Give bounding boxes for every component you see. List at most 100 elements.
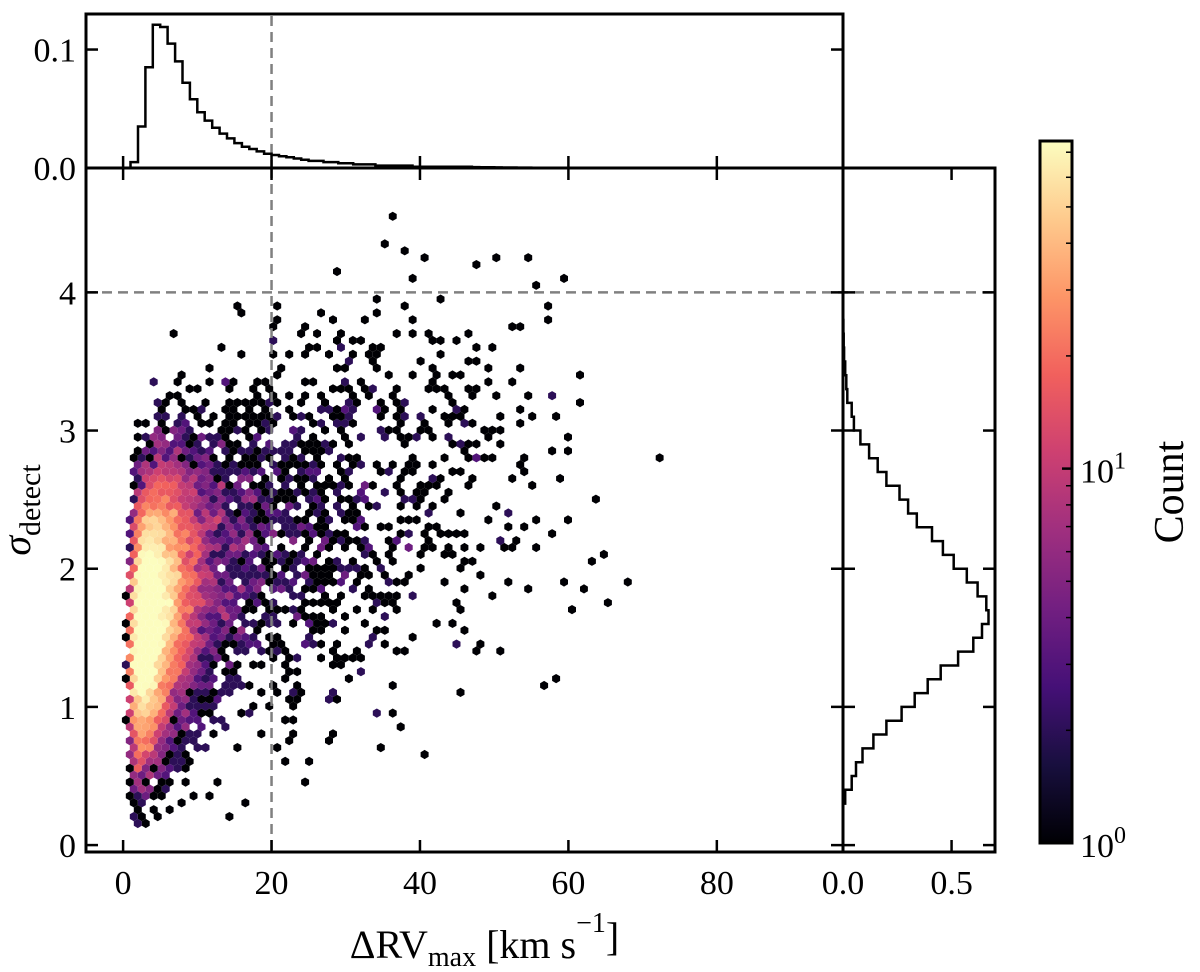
hexbin-cell bbox=[309, 501, 318, 511]
hexbin-cell bbox=[360, 480, 369, 490]
hexbin-cell bbox=[169, 729, 178, 739]
hexbin-cell bbox=[157, 777, 166, 787]
hexbin-cell bbox=[261, 501, 270, 511]
hexbin-cell bbox=[173, 625, 182, 635]
hexbin-cell bbox=[261, 446, 270, 456]
hexbin-cell bbox=[153, 756, 162, 766]
hexbin-cell bbox=[193, 646, 202, 656]
hexbin-cell bbox=[504, 577, 513, 587]
hexbin-cell bbox=[420, 529, 429, 539]
hexbin-cell bbox=[261, 542, 270, 553]
hexbin-cell bbox=[161, 480, 170, 490]
hexbin-cell bbox=[153, 618, 162, 628]
hexbin-cell bbox=[325, 446, 333, 456]
hexbin-cell bbox=[388, 680, 397, 691]
hexbin-cell bbox=[253, 625, 262, 635]
hexbin-cell bbox=[141, 529, 150, 539]
hexbin-cell bbox=[313, 480, 321, 490]
hexbin-cell bbox=[249, 439, 258, 449]
hexbin-cell bbox=[153, 439, 162, 449]
hexbin-cell bbox=[161, 632, 170, 642]
hexbin-cell bbox=[241, 467, 250, 477]
hexbin-cell bbox=[380, 625, 389, 635]
hexbin-cell bbox=[205, 432, 214, 442]
hexbin-cell bbox=[408, 632, 417, 642]
hexbin-cell bbox=[185, 756, 194, 766]
hexbin-cell bbox=[213, 515, 222, 525]
hexbin-cell bbox=[412, 501, 421, 511]
hexbin-cell bbox=[229, 598, 238, 608]
hexbin-cell bbox=[125, 529, 134, 539]
hexbin-cell bbox=[285, 653, 294, 663]
hexbin-cell bbox=[344, 508, 353, 518]
hexbin-cell bbox=[257, 660, 266, 670]
hexbin-cell bbox=[356, 460, 365, 470]
hexbin-cell bbox=[452, 335, 461, 346]
hexbin-cell bbox=[193, 605, 202, 615]
hexbin-cell bbox=[325, 694, 333, 704]
hexbin-cell bbox=[133, 639, 142, 649]
hexbin-cell bbox=[153, 577, 162, 587]
hexbin-cell bbox=[460, 404, 469, 415]
hexbin-cell bbox=[317, 653, 325, 663]
hexbin-cell bbox=[368, 605, 377, 615]
hexbin-cell bbox=[301, 391, 310, 401]
hexbin-cell bbox=[293, 460, 302, 470]
hexbin-cell bbox=[153, 467, 162, 477]
hexbin-cell bbox=[392, 329, 401, 339]
hexbin-cell bbox=[404, 542, 413, 553]
hexbin-cell bbox=[281, 508, 290, 518]
hexbin-cell bbox=[508, 377, 517, 387]
hexbin-cell bbox=[472, 356, 481, 366]
hexbin-cell bbox=[241, 577, 250, 587]
hexbin-cell bbox=[201, 632, 210, 642]
hexbin-cell bbox=[496, 536, 505, 546]
hexbin-cell bbox=[341, 611, 349, 622]
hexbin-cell bbox=[305, 536, 314, 546]
hexbin-cell bbox=[249, 467, 258, 477]
hexbin-cell bbox=[157, 473, 166, 484]
hexbin-cell bbox=[333, 487, 341, 497]
hexbin-cell bbox=[149, 805, 158, 815]
hexbin-cell bbox=[261, 611, 270, 622]
hexbin-cell bbox=[141, 722, 150, 732]
hexbin-cell bbox=[165, 598, 174, 608]
hexbin-cell bbox=[380, 432, 389, 442]
hexbin-cell bbox=[125, 708, 134, 718]
hexbin-cell bbox=[468, 473, 477, 484]
hexbin-cell bbox=[504, 522, 513, 532]
hexbin-cell bbox=[372, 460, 381, 470]
hexbin-cell bbox=[301, 460, 310, 470]
hexbin-cell bbox=[516, 404, 525, 415]
hexbin-cell bbox=[309, 611, 318, 622]
hexbin-cell bbox=[416, 356, 425, 366]
hexbin-cell bbox=[133, 777, 142, 787]
hexbin-cell bbox=[173, 377, 182, 387]
hexbin-cell bbox=[133, 736, 142, 746]
hexbin-cell bbox=[241, 536, 250, 546]
hexbin-cell bbox=[197, 680, 206, 691]
hexbin-cell bbox=[277, 556, 286, 566]
hexbin-cell bbox=[329, 315, 337, 325]
hexbin-cell bbox=[285, 667, 294, 677]
hexbin-cell bbox=[241, 453, 250, 463]
hexbin-cell bbox=[189, 501, 198, 511]
hexbin-cell bbox=[209, 577, 218, 587]
hexbin-cell bbox=[472, 260, 481, 270]
hexbin-cell bbox=[313, 439, 321, 449]
hexbin-cell bbox=[313, 522, 321, 532]
hexbin-cell bbox=[492, 501, 501, 511]
hexbin-cell bbox=[233, 480, 242, 490]
hexbin-cell bbox=[201, 674, 210, 684]
hexbin-cell bbox=[456, 687, 465, 697]
hexbin-cell bbox=[241, 522, 250, 532]
hexbin-cell bbox=[217, 342, 226, 352]
hexbin-cell bbox=[153, 729, 162, 739]
hexbin-cell bbox=[157, 570, 166, 580]
hexbin-cell bbox=[217, 508, 226, 518]
hexbin-cell bbox=[436, 473, 445, 484]
hexbin-cell bbox=[129, 605, 138, 615]
hexbin-cell bbox=[305, 563, 314, 573]
hexbin-cell bbox=[157, 460, 166, 470]
hexbin-cell bbox=[344, 494, 353, 504]
